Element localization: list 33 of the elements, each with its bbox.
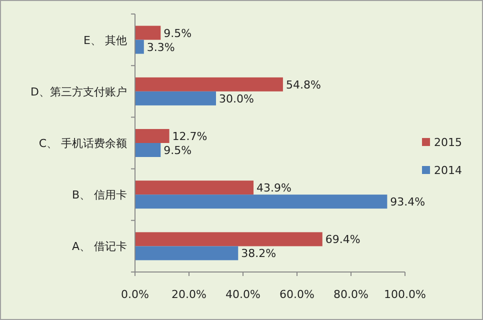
data-label: 43.9% (256, 182, 292, 195)
y-tick-label: A、 借记卡 (72, 240, 127, 254)
x-tick-label: 80.0% (334, 288, 368, 301)
bar (135, 232, 322, 246)
legend-label: 2015 (434, 136, 462, 149)
y-tick-label: E、 其他 (84, 34, 127, 47)
y-tick-label: D、第三方支付账户 (30, 85, 127, 98)
y-tick-label: C、 手机话费余额 (38, 137, 127, 150)
bar (135, 129, 170, 143)
bar (135, 26, 161, 40)
data-label: 9.5% (164, 26, 192, 40)
data-label: 69.4% (325, 233, 360, 246)
bar (135, 143, 161, 157)
x-tick-label: 0.0% (121, 288, 149, 301)
bar (135, 180, 254, 195)
bar (135, 77, 283, 92)
data-label: 3.3% (146, 40, 175, 54)
data-label: 54.8% (286, 78, 321, 92)
bar (135, 246, 238, 260)
legend-label: 2014 (434, 164, 462, 177)
bar (135, 40, 144, 54)
data-label: 38.2% (241, 247, 276, 260)
data-label: 93.4% (390, 196, 426, 209)
x-tick-label: 100.0% (384, 288, 426, 301)
bar (135, 91, 216, 106)
data-label: 30.0% (219, 92, 254, 106)
x-tick-label: 40.0% (226, 288, 260, 301)
bar (135, 194, 388, 209)
x-tick-label: 20.0% (172, 288, 206, 301)
y-tick-label: B、 信用卡 (72, 188, 127, 202)
data-label: 12.7% (172, 130, 208, 143)
data-label: 9.5% (164, 144, 192, 157)
x-tick-label: 60.0% (280, 288, 314, 301)
